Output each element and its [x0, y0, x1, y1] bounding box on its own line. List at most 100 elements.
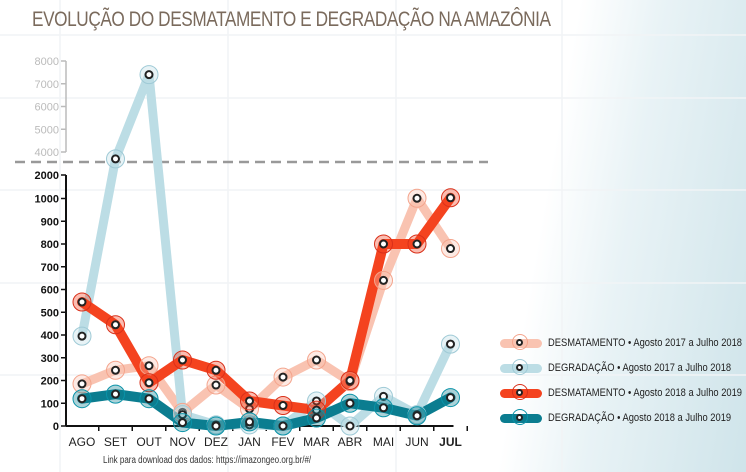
legend-dot-icon [516, 338, 523, 346]
data-point [111, 154, 120, 164]
legend-label: DEGRADAÇÃO • Agosto 2018 a Julho 2019 [548, 411, 732, 424]
data-point [379, 391, 388, 401]
y-tick-label-upper: 8000 [35, 56, 59, 68]
data-point [144, 70, 154, 80]
data-point [278, 372, 288, 382]
x-tick-label: JUN [405, 435, 428, 449]
series-0 [77, 193, 455, 417]
data-point [278, 421, 288, 431]
chart-title: EVOLUÇÃO DO DESMATAMENTO E DEGRADAÇÃO NA… [32, 8, 551, 31]
data-point [111, 320, 120, 330]
y-tick-label-upper: 4000 [35, 147, 59, 159]
data-point [178, 355, 187, 365]
x-tick-label: SET [104, 435, 128, 449]
data-point [245, 417, 254, 427]
y-tick-label-upper: 6000 [35, 102, 59, 114]
legend-dot-icon [516, 388, 523, 396]
legend-ring-icon [512, 383, 528, 400]
legend-ring-icon [512, 333, 528, 350]
data-point [312, 355, 321, 365]
legend-ring-icon [512, 358, 528, 375]
data-point [412, 193, 422, 203]
legend-dot-icon [516, 363, 523, 371]
data-point [446, 244, 455, 254]
y-tick-label: 600 [41, 285, 59, 297]
series-markers-0 [72, 188, 460, 422]
data-point [446, 339, 455, 349]
data-point [245, 396, 254, 406]
data-point [77, 297, 87, 307]
data-point [345, 376, 355, 385]
series-line [77, 389, 456, 431]
x-tick-label: MAI [373, 435, 394, 449]
series-line [77, 193, 455, 417]
data-point [144, 394, 154, 404]
data-point [446, 393, 455, 403]
data-point [312, 413, 321, 423]
series-3 [77, 389, 456, 431]
data-point [412, 411, 422, 421]
data-point [111, 365, 120, 375]
x-tick-label: NOV [169, 435, 195, 449]
data-point [77, 379, 87, 389]
data-point [111, 389, 120, 399]
data-point [379, 239, 388, 249]
y-tick-label: 900 [41, 216, 59, 228]
y-tick-label: 200 [41, 376, 59, 388]
y-tick-label: 500 [41, 307, 59, 319]
legend-ring-icon [512, 408, 528, 425]
y-tick-label-upper: 7000 [35, 79, 59, 91]
y-tick-label: 100 [41, 398, 59, 410]
legend-dot-icon [516, 413, 523, 421]
legend-swatch [500, 358, 542, 375]
data-point [379, 275, 388, 285]
data-point [345, 421, 355, 431]
data-point [345, 398, 355, 408]
data-point [211, 421, 221, 431]
series-line [77, 192, 456, 416]
y-tick-label: 400 [41, 330, 59, 342]
series-layer [72, 65, 460, 436]
legend-swatch [500, 333, 542, 350]
series-markers-3 [72, 384, 460, 436]
y-tick-label: 2000 [35, 170, 59, 182]
data-point [178, 418, 187, 428]
y-tick-label: 1000 [35, 194, 59, 206]
data-point [77, 394, 87, 404]
x-tick-label: DEZ [204, 435, 228, 449]
legend-item: DESMATAMENTO • Agosto 2017 a Julho 2018 [500, 330, 746, 355]
data-point [446, 193, 455, 203]
x-tick-label: FEV [271, 435, 294, 449]
data-point [77, 331, 87, 341]
legend-item: DEGRADAÇÃO • Agosto 2018 a Julho 2019 [500, 405, 746, 430]
y-tick-label: 800 [41, 239, 59, 251]
x-tick-label: JUL [439, 435, 462, 449]
legend-item: DESMATAMENTO • Agosto 2018 a Julho 2019 [500, 380, 746, 405]
series-markers-2 [72, 188, 460, 420]
y-tick-label: 700 [41, 262, 59, 274]
series-2 [77, 192, 456, 416]
x-tick-label: JAN [238, 435, 261, 449]
legend-item: DEGRADAÇÃO • Agosto 2017 a Julho 2018 [500, 355, 746, 380]
data-point [278, 401, 288, 411]
legend-swatch [500, 383, 542, 400]
data-point [379, 403, 388, 413]
legend-label: DESMATAMENTO • Agosto 2018 a Julho 2019 [548, 386, 743, 399]
data-point [144, 361, 154, 371]
legend: DESMATAMENTO • Agosto 2017 a Julho 2018 D… [500, 330, 746, 430]
legend-swatch [500, 408, 542, 425]
x-tick-label: AGO [69, 435, 96, 449]
y-tick-label-upper: 5000 [35, 124, 59, 136]
data-point [412, 239, 422, 249]
y-tick-label: 300 [41, 353, 59, 365]
data-point [211, 380, 221, 390]
data-point [144, 378, 154, 388]
y-tick-label: 0 [53, 421, 59, 433]
data-point [211, 365, 221, 375]
x-tick-label: ABR [338, 435, 363, 449]
x-tick-label: OUT [136, 435, 162, 449]
legend-label: DESMATAMENTO • Agosto 2017 a Julho 2018 [548, 336, 743, 349]
x-tick-label: MAR [303, 435, 330, 449]
